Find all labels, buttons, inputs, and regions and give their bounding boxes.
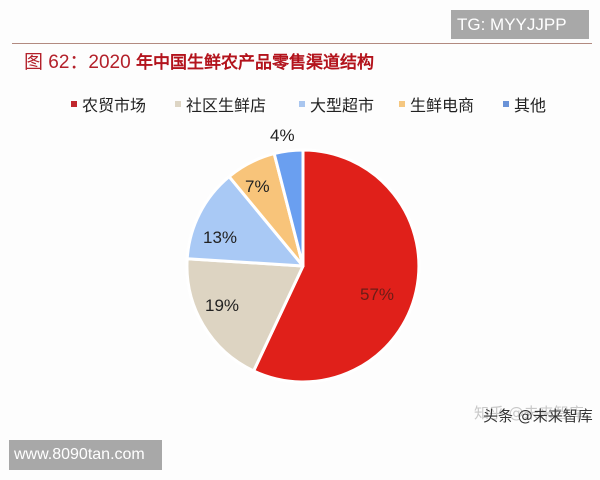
- site-watermark-badge: www.8090tan.com: [9, 440, 162, 470]
- tg-watermark-badge: TG: MYYJJPP: [451, 10, 589, 39]
- pie-slice-other: [272, 148, 305, 268]
- legend-item-farmers-market: 农贸市场: [71, 93, 146, 115]
- toutiao-watermark: 头条 @未来智库: [483, 407, 593, 425]
- title-divider: [12, 43, 592, 44]
- pie-slice-supermarket: [185, 175, 305, 268]
- pie-label-supermarket: 13%: [203, 228, 237, 247]
- figure-number: 图 62：2020: [24, 52, 136, 73]
- pie-label-community-store: 19%: [205, 296, 239, 315]
- legend-marker-icon: [503, 101, 509, 107]
- chart-title: 图 62：2020 年中国生鲜农产品零售渠道结构: [24, 47, 374, 74]
- zhihu-watermark: 知乎 @未来智库: [474, 404, 584, 422]
- legend-marker-icon: [399, 101, 405, 107]
- chart-legend: 农贸市场 社区生鲜店 大型超市 生鲜电商 其他: [0, 93, 600, 115]
- legend-marker-icon: [175, 101, 181, 107]
- pie-label-ecommerce: 7%: [245, 177, 270, 196]
- legend-label: 其他: [514, 96, 547, 115]
- legend-label: 生鲜电商: [410, 96, 475, 115]
- pie-label-farmers-market: 57%: [360, 285, 394, 304]
- legend-label: 大型超市: [310, 96, 375, 115]
- figure-title: 年中国生鲜农产品零售渠道结构: [135, 53, 374, 73]
- pie-slice-community-store: [185, 257, 305, 373]
- pie-label-other: 4%: [270, 126, 295, 145]
- legend-marker-icon: [299, 101, 305, 107]
- legend-marker-icon: [71, 101, 77, 107]
- legend-item-supermarket: 大型超市: [299, 93, 374, 115]
- legend-label: 农贸市场: [82, 96, 147, 115]
- legend-item-community-store: 社区生鲜店: [175, 93, 266, 115]
- legend-item-ecommerce: 生鲜电商: [399, 93, 474, 115]
- pie-slice-farmers-market: [252, 148, 421, 384]
- legend-item-other: 其他: [503, 93, 546, 115]
- legend-label: 社区生鲜店: [186, 96, 267, 115]
